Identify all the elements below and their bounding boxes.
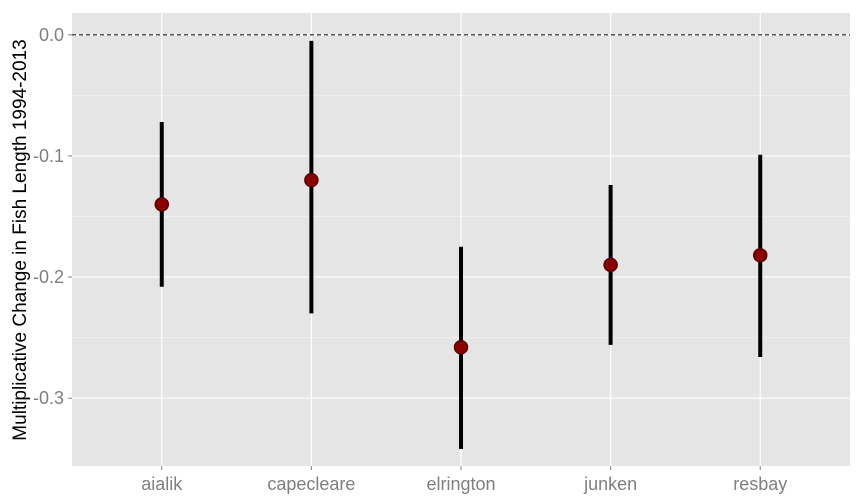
y-axis-title: Multiplicative Change in Fish Length 199… (10, 39, 31, 440)
data-point-junken (603, 257, 618, 273)
data-point-capecleare (304, 172, 319, 188)
y-tick-label: -0.2 (33, 267, 64, 287)
y-tick-label: 0.0 (39, 25, 64, 45)
x-tick-label: elrington (426, 474, 495, 494)
y-tick-label: -0.3 (33, 388, 64, 408)
x-tick-label: resbay (733, 474, 787, 494)
y-tick-label: -0.1 (33, 146, 64, 166)
x-tick-label: capecleare (267, 474, 355, 494)
x-tick-label: aialik (141, 474, 183, 494)
data-point-resbay (752, 247, 768, 263)
x-tick-label: junken (583, 474, 637, 494)
x-axis-ticks: aialik capecleare elrington junken resbay (141, 466, 787, 494)
data-point-elrington (453, 340, 469, 355)
data-point-aialik (154, 197, 170, 212)
y-axis-ticks: 0.0 -0.1 -0.2 -0.3 (33, 25, 72, 408)
data-points (154, 172, 768, 355)
